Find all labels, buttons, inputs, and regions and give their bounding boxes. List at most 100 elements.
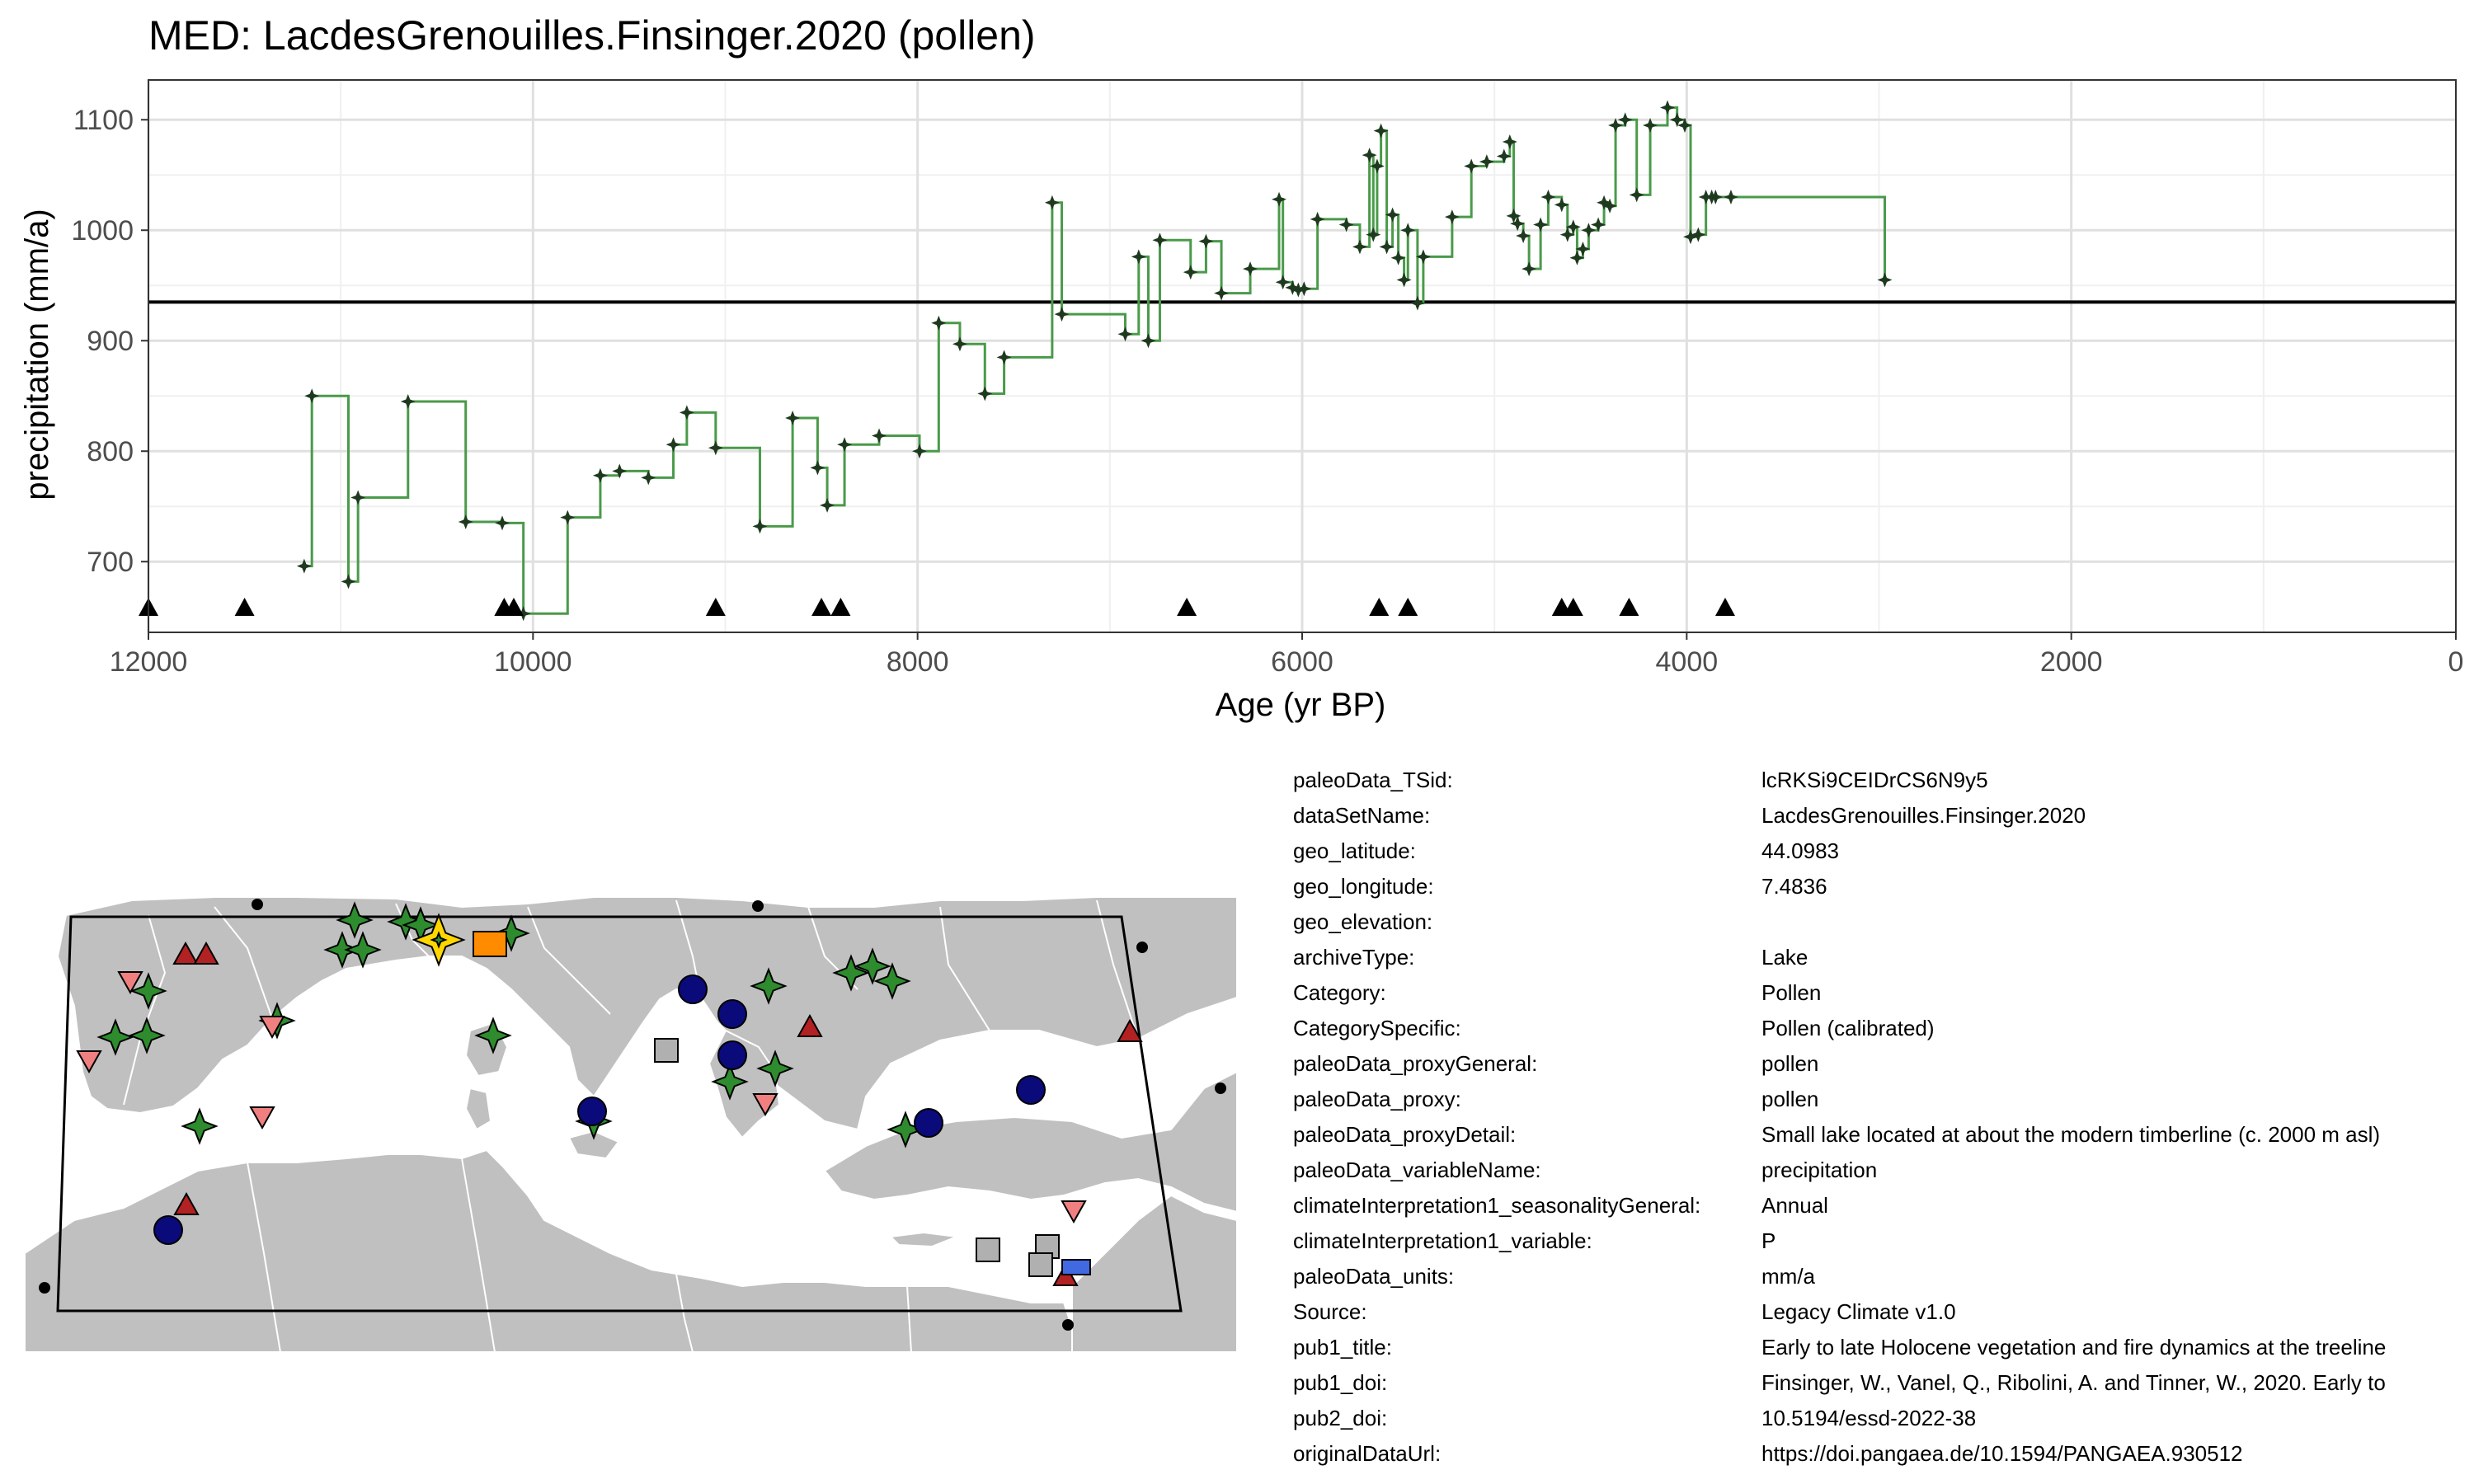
circle-site-marker	[914, 1108, 943, 1138]
data-point	[752, 519, 768, 534]
data-point	[1243, 261, 1258, 277]
data-point	[515, 606, 531, 622]
metadata-value: precipitation	[1761, 1158, 1878, 1182]
data-point	[1522, 261, 1537, 277]
data-point	[1602, 198, 1618, 214]
metadata-value: pollen	[1761, 1087, 1819, 1111]
x-tick-label: 10000	[494, 646, 572, 678]
metadata-key: pub2_doi:	[1293, 1406, 1388, 1430]
triangle-up-site-marker	[193, 941, 219, 965]
data-point	[1591, 217, 1606, 232]
data-point	[1581, 223, 1597, 238]
data-point	[296, 558, 312, 574]
data-point	[820, 497, 835, 513]
land-europe	[56, 896, 1238, 1214]
data-point	[1296, 281, 1312, 297]
metadata-key: archiveType:	[1293, 945, 1415, 970]
data-point	[341, 574, 356, 589]
data-point	[1198, 233, 1214, 249]
triangle-down-site-marker	[1061, 1200, 1087, 1224]
data-point	[1677, 117, 1693, 133]
data-point	[1682, 229, 1698, 245]
metadata-key: pub1_title:	[1293, 1335, 1392, 1360]
metadata-key: pub1_doi:	[1293, 1370, 1388, 1395]
metadata-key: paleoData_TSid:	[1293, 768, 1453, 792]
pollen-site-marker	[756, 1050, 794, 1087]
data-point	[1338, 217, 1354, 232]
data-point	[560, 510, 576, 525]
metadata-table: paleoData_TSid: lcRKSi9CEIDrCS6N9y5 dataSe…	[1293, 763, 2474, 1472]
data-point	[400, 393, 416, 409]
metadata-value: Legacy Climate v1.0	[1761, 1299, 1956, 1324]
data-point	[679, 405, 694, 420]
age-control-marker	[504, 598, 524, 616]
data-point	[1691, 227, 1706, 242]
circle-site-marker	[717, 1040, 747, 1070]
metadata-key: paleoData_variableName:	[1293, 1158, 1541, 1182]
metadata-value: 7.4836	[1761, 874, 1827, 899]
triangle-up-site-marker	[173, 1191, 200, 1215]
metadata-row: archiveType: Lake	[1293, 940, 2474, 975]
metadata-key: paleoData_proxyGeneral:	[1293, 1051, 1538, 1076]
land-africa	[24, 1148, 1238, 1352]
metadata-key: geo_elevation:	[1293, 909, 1433, 934]
circle-site-marker	[153, 1215, 183, 1245]
data-point	[952, 336, 967, 352]
metadata-value: Early to late Holocene vegetation and fi…	[1761, 1335, 2387, 1360]
y-axis-label: precipitation (mm/a)	[19, 209, 55, 500]
pollen-site-marker	[711, 1063, 749, 1101]
metadata-key: dataSetName:	[1293, 803, 1431, 828]
data-point	[1400, 223, 1416, 238]
data-point	[1373, 123, 1389, 139]
data-point	[1352, 239, 1367, 255]
pollen-site-marker	[129, 972, 167, 1010]
metadata-row: CategorySpecific: Pollen (calibrated)	[1293, 1011, 2474, 1046]
y-tick-label: 900	[87, 326, 134, 357]
selected-site-center-marker	[430, 931, 448, 949]
data-point	[996, 350, 1012, 365]
data-point	[1379, 239, 1395, 255]
data-point	[1444, 209, 1460, 225]
data-point	[1310, 211, 1325, 227]
site-markers	[76, 901, 1143, 1286]
data-point	[1152, 232, 1168, 248]
metadata-value: 10.5194/essd-2022-38	[1761, 1406, 1977, 1430]
data-point	[1516, 228, 1531, 243]
metadata-key: paleoData_proxyDetail:	[1293, 1122, 1517, 1147]
circle-site-marker	[678, 974, 708, 1004]
metadata-row: paleoData_TSid: lcRKSi9CEIDrCS6N9y5	[1293, 763, 2474, 798]
x-axis-label: Age (yr BP)	[1216, 687, 1386, 723]
data-point	[1409, 295, 1425, 311]
metadata-key: originalDataUrl:	[1293, 1441, 1442, 1466]
x-tick-label: 6000	[1271, 646, 1333, 678]
pollen-site-marker	[344, 931, 382, 969]
data-point	[1291, 282, 1306, 298]
data-point	[1565, 219, 1581, 235]
metadata-row: originalDataUrl: https://doi.pangaea.de/1…	[1293, 1436, 2474, 1472]
square-site-marker	[654, 1038, 679, 1063]
metadata-value: Finsinger, W., Vanel, Q., Ribolini, A. a…	[1761, 1370, 2386, 1395]
pollen-site-marker	[887, 1111, 924, 1148]
metadata-value: Pollen	[1761, 980, 1822, 1005]
data-point	[1643, 117, 1658, 133]
y-tick-label: 1000	[71, 215, 134, 247]
small-dots	[39, 899, 1226, 1331]
pollen-site-marker	[336, 901, 374, 939]
data-point	[1214, 285, 1230, 301]
circle-site-marker	[717, 999, 747, 1029]
data-point	[1506, 208, 1522, 223]
pollen-site-marker	[96, 1018, 134, 1056]
data-point	[1415, 249, 1431, 265]
metadata-key: paleoData_units:	[1293, 1264, 1455, 1289]
metadata-key: geo_longitude:	[1293, 874, 1434, 899]
data-point	[1479, 154, 1494, 170]
metadata-value: pollen	[1761, 1051, 1819, 1076]
data-point	[977, 386, 993, 402]
pollen-site-marker	[128, 1017, 166, 1054]
data-point	[1396, 272, 1412, 288]
age-control-marker	[1398, 598, 1418, 616]
data-point	[1569, 250, 1585, 265]
circle-site-marker	[577, 1097, 607, 1126]
triangle-down-site-marker	[249, 1106, 275, 1130]
data-point	[1660, 100, 1676, 115]
